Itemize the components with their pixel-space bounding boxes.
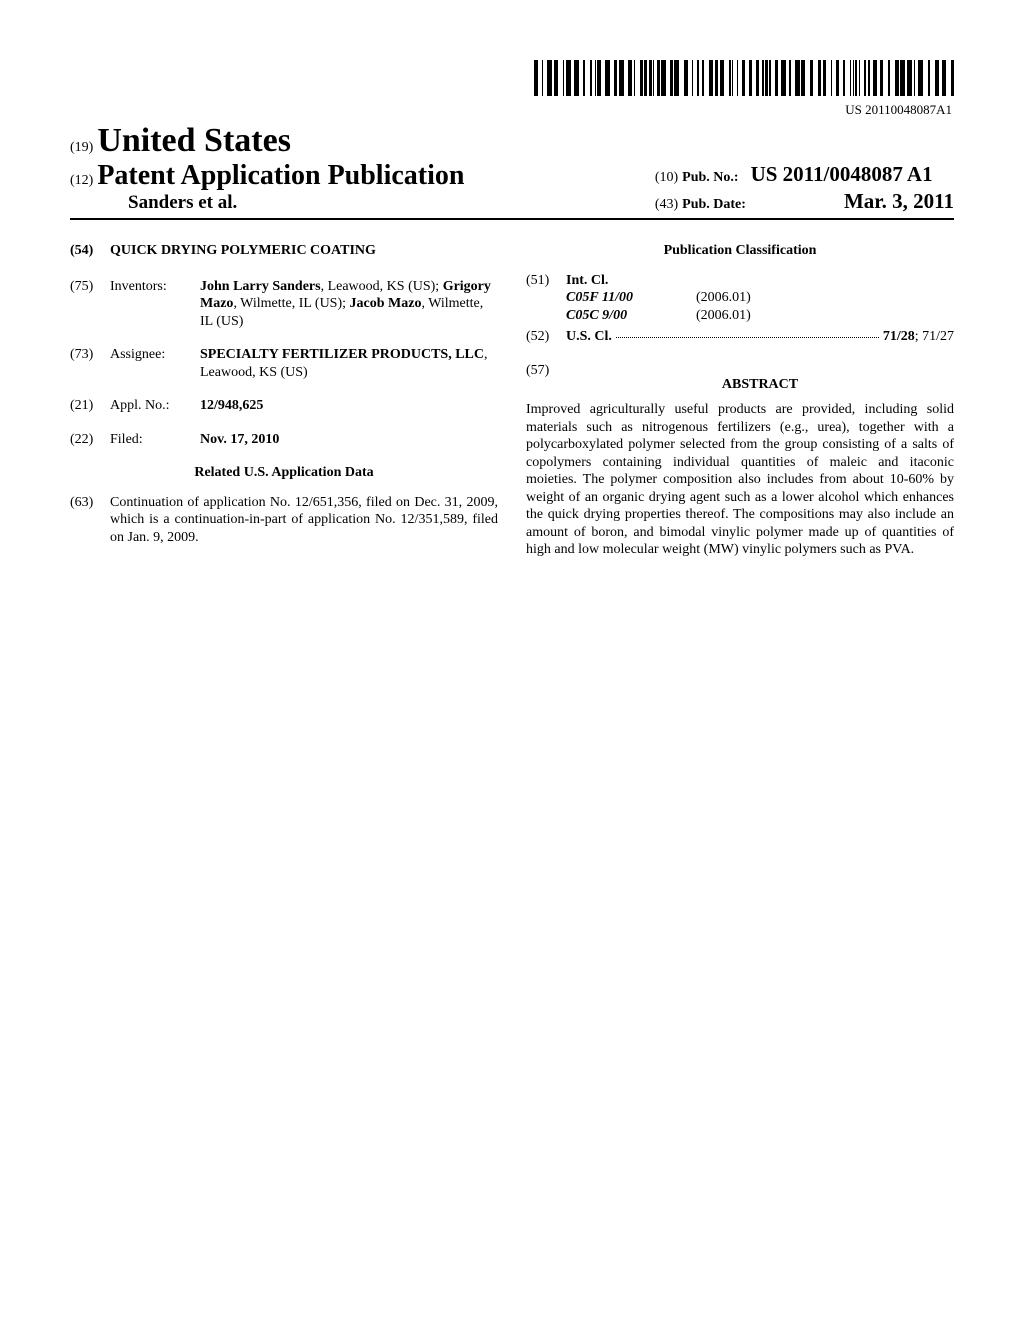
field-num-75: (75) [70, 278, 110, 331]
publication-date: Mar. 3, 2011 [844, 189, 954, 213]
field-num-52: (52) [526, 328, 566, 346]
publication-type: Patent Application Publication [97, 160, 464, 191]
left-column: (54) QUICK DRYING POLYMERIC COATING (75)… [70, 242, 498, 562]
uscl-codes: 71/28; 71/27 [883, 328, 954, 346]
intcl-field: (51) Int. Cl. C05F 11/00(2006.01)C05C 9/… [526, 272, 954, 325]
country-name: United States [97, 122, 291, 159]
inventors-short: Sanders et al. [128, 192, 464, 214]
appl-no-field: (21) Appl. No.: 12/948,625 [70, 397, 498, 415]
kind-code-12: (12) [70, 173, 93, 188]
field-num-51: (51) [526, 272, 566, 325]
field-num-21: (21) [70, 397, 110, 415]
title-field: (54) QUICK DRYING POLYMERIC COATING [70, 242, 498, 260]
barcode-svg [534, 60, 954, 96]
publication-number: US 2011/0048087 A1 [751, 162, 933, 186]
uscl-label: U.S. Cl. [566, 328, 612, 346]
pubno-prefix: (10) [655, 170, 678, 185]
right-column: Publication Classification (51) Int. Cl.… [526, 242, 954, 562]
intcl-label: Int. Cl. [566, 272, 954, 290]
field-num-54: (54) [70, 242, 110, 260]
classification-heading: Publication Classification [526, 242, 954, 260]
abstract-body: Improved agriculturally useful products … [526, 401, 954, 559]
abstract-heading-row: (57) ABSTRACT [526, 362, 954, 402]
intcl-code: C05C 9/00 [566, 307, 696, 325]
intcl-list: C05F 11/00(2006.01)C05C 9/00(2006.01) [566, 289, 954, 324]
uscl-leader-dots [616, 328, 879, 338]
related-heading: Related U.S. Application Data [70, 464, 498, 482]
assignee-field: (73) Assignee: SPECIALTY FERTILIZER PROD… [70, 346, 498, 381]
body-columns: (54) QUICK DRYING POLYMERIC COATING (75)… [70, 242, 954, 562]
related-field: (63) Continuation of application No. 12/… [70, 494, 498, 547]
invention-title: QUICK DRYING POLYMERIC COATING [110, 242, 376, 260]
header-left: (19) United States (12) Patent Applicati… [70, 122, 464, 214]
header-right: (10) Pub. No.: US 2011/0048087 A1 (43) P… [655, 162, 954, 214]
appl-no-label: Appl. No.: [110, 397, 200, 415]
related-body: Continuation of application No. 12/651,3… [110, 494, 498, 547]
field-num-73: (73) [70, 346, 110, 381]
abstract-heading: ABSTRACT [566, 376, 954, 394]
inventors-body: John Larry Sanders, Leawood, KS (US); Gr… [200, 278, 498, 331]
field-num-22: (22) [70, 431, 110, 449]
pubno-label: Pub. No.: [682, 170, 738, 185]
barcode-block: US 20110048087A1 [70, 60, 954, 118]
kind-code-19: (19) [70, 140, 93, 155]
barcode [534, 60, 954, 101]
barcode-number: US 20110048087A1 [70, 102, 954, 118]
filed-label: Filed: [110, 431, 200, 449]
filed-field: (22) Filed: Nov. 17, 2010 [70, 431, 498, 449]
inventors-field: (75) Inventors: John Larry Sanders, Leaw… [70, 278, 498, 331]
intcl-version: (2006.01) [696, 289, 751, 307]
assignee-body: SPECIALTY FERTILIZER PRODUCTS, LLC, Leaw… [200, 346, 498, 381]
field-num-57: (57) [526, 362, 566, 402]
uscl-field: (52) U.S. Cl. 71/28; 71/27 [526, 328, 954, 346]
intcl-version: (2006.01) [696, 307, 751, 325]
uscl-body: U.S. Cl. 71/28; 71/27 [566, 328, 954, 346]
filed-body: Nov. 17, 2010 [200, 431, 498, 449]
inventors-label: Inventors: [110, 278, 200, 331]
appl-no-body: 12/948,625 [200, 397, 498, 415]
pubdate-prefix: (43) [655, 197, 678, 212]
field-num-63: (63) [70, 494, 110, 547]
intcl-row: C05C 9/00(2006.01) [566, 307, 954, 325]
intcl-body: Int. Cl. C05F 11/00(2006.01)C05C 9/00(20… [566, 272, 954, 325]
assignee-label: Assignee: [110, 346, 200, 381]
pubdate-label: Pub. Date: [682, 197, 746, 212]
header: (19) United States (12) Patent Applicati… [70, 122, 954, 220]
intcl-code: C05F 11/00 [566, 289, 696, 307]
intcl-row: C05F 11/00(2006.01) [566, 289, 954, 307]
